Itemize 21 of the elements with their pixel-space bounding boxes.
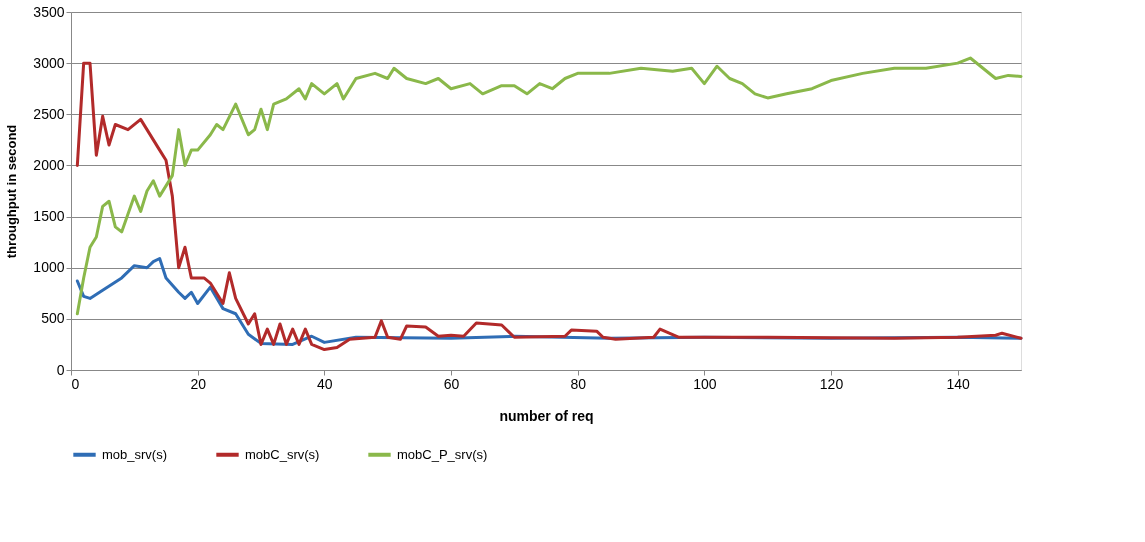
legend-label: mobC_srv(s) — [245, 446, 320, 462]
y-tick-label: 500 — [41, 310, 65, 327]
legend-label: mob_srv(s) — [102, 446, 168, 462]
x-tick-label: 20 — [190, 375, 207, 392]
y-tick-label: 2500 — [33, 105, 65, 122]
y-tick-label: 3500 — [33, 3, 65, 20]
legend-label: mobC_P_srv(s) — [397, 446, 488, 462]
x-tick-label: 120 — [819, 375, 844, 392]
y-tick-label: 3000 — [33, 54, 65, 71]
x-tick-label: 80 — [570, 375, 587, 392]
x-tick-label: 100 — [693, 375, 717, 392]
y-tick-label: 2000 — [33, 156, 65, 173]
y-tick-label: 0 — [56, 361, 65, 378]
x-tick-label: 140 — [946, 375, 971, 392]
x-tick-label: 0 — [71, 375, 80, 392]
x-tick-label: 60 — [443, 375, 460, 392]
y-tick-label: 1500 — [33, 208, 65, 225]
x-axis-title: number of req — [499, 407, 594, 424]
y-tick-label: 1000 — [33, 259, 65, 276]
x-tick-label: 40 — [317, 375, 333, 392]
y-axis-title: throughput in second — [4, 124, 20, 259]
